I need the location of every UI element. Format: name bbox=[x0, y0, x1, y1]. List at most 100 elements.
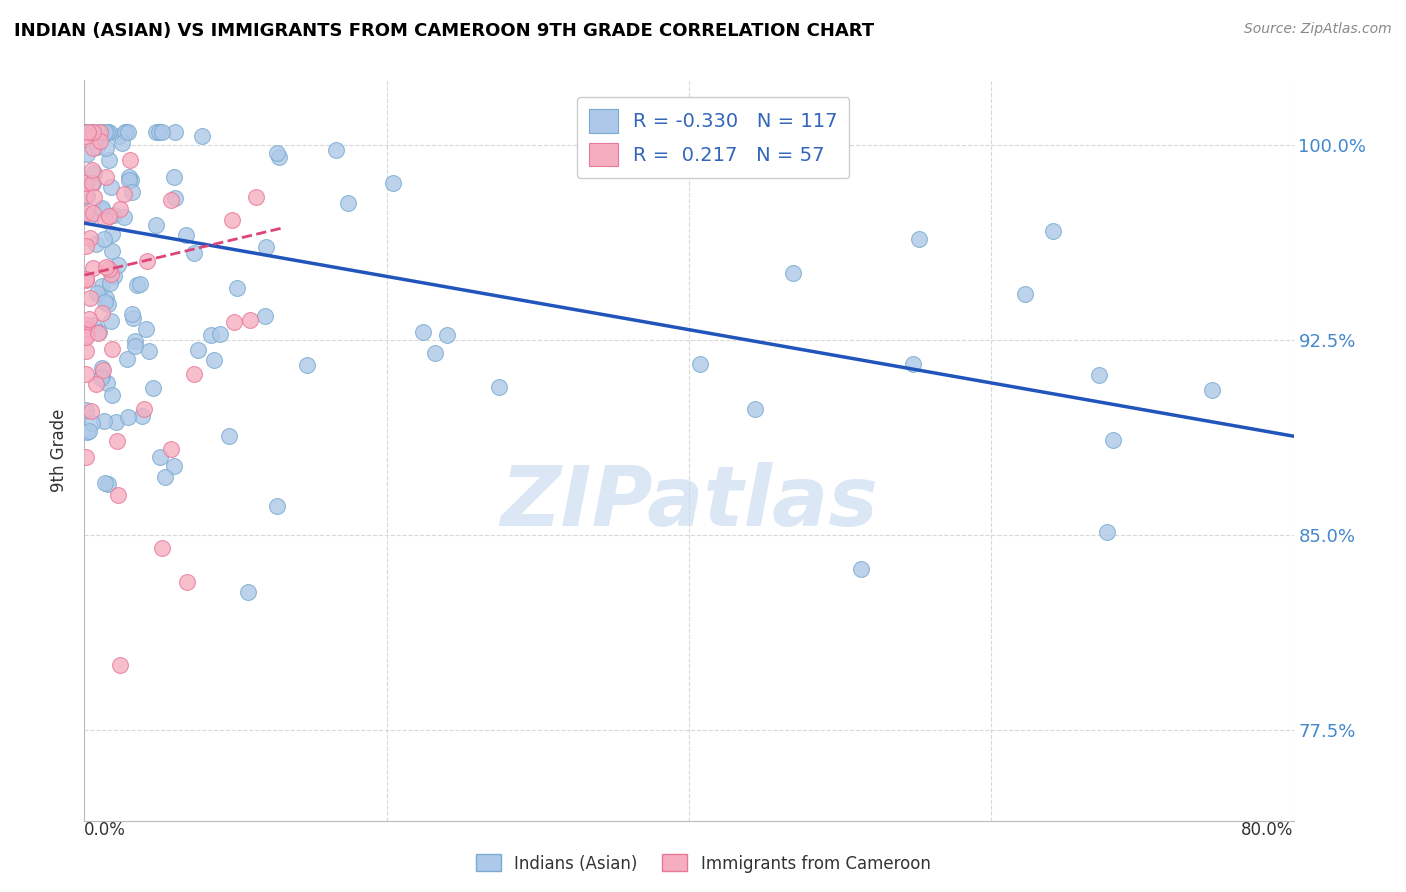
Point bbox=[107, 258, 129, 272]
Point bbox=[436, 327, 458, 342]
Point bbox=[96, 125, 118, 139]
Point bbox=[79, 424, 101, 438]
Point bbox=[82, 125, 104, 139]
Point bbox=[75, 450, 97, 465]
Point bbox=[91, 201, 114, 215]
Point bbox=[782, 266, 804, 280]
Point bbox=[86, 326, 108, 340]
Point bbox=[80, 416, 103, 430]
Point bbox=[75, 344, 97, 359]
Point bbox=[224, 316, 246, 330]
Point bbox=[218, 429, 240, 443]
Text: 0.0%: 0.0% bbox=[84, 821, 127, 838]
Point bbox=[75, 272, 97, 286]
Text: Source: ZipAtlas.com: Source: ZipAtlas.com bbox=[1244, 22, 1392, 37]
Point bbox=[117, 352, 139, 367]
Point bbox=[148, 125, 170, 139]
Legend: R = -0.330   N = 117, R =  0.217   N = 57: R = -0.330 N = 117, R = 0.217 N = 57 bbox=[576, 97, 849, 178]
Point bbox=[118, 170, 141, 185]
Point bbox=[295, 358, 318, 372]
Point bbox=[851, 562, 873, 576]
Point bbox=[100, 314, 122, 328]
Point bbox=[108, 129, 131, 144]
Point bbox=[97, 297, 120, 311]
Point bbox=[89, 125, 111, 139]
Point bbox=[93, 232, 115, 246]
Point bbox=[86, 140, 108, 154]
Point bbox=[128, 277, 150, 291]
Point bbox=[256, 240, 278, 254]
Point bbox=[112, 211, 135, 225]
Point bbox=[87, 325, 110, 339]
Point bbox=[121, 307, 143, 321]
Point bbox=[150, 541, 173, 555]
Point bbox=[79, 209, 101, 223]
Y-axis label: 9th Grade: 9th Grade bbox=[51, 409, 69, 492]
Point bbox=[76, 318, 98, 332]
Point bbox=[97, 477, 120, 491]
Point bbox=[1042, 224, 1064, 238]
Point bbox=[76, 189, 98, 203]
Point bbox=[75, 272, 97, 286]
Point bbox=[100, 179, 122, 194]
Point bbox=[266, 499, 288, 513]
Point bbox=[200, 328, 222, 343]
Point bbox=[1088, 368, 1111, 382]
Point bbox=[325, 143, 347, 157]
Point bbox=[76, 327, 98, 342]
Point bbox=[163, 125, 186, 139]
Point bbox=[103, 208, 125, 222]
Point bbox=[108, 202, 131, 217]
Point bbox=[94, 260, 117, 274]
Point bbox=[94, 476, 117, 491]
Point bbox=[221, 213, 243, 227]
Point bbox=[76, 425, 98, 439]
Point bbox=[82, 260, 104, 275]
Point bbox=[94, 170, 117, 185]
Point bbox=[163, 169, 186, 184]
Point bbox=[1201, 383, 1223, 397]
Point bbox=[94, 212, 117, 227]
Point bbox=[124, 334, 146, 349]
Point bbox=[79, 291, 101, 305]
Point bbox=[901, 357, 924, 371]
Point bbox=[122, 311, 145, 326]
Point bbox=[80, 176, 103, 190]
Point bbox=[202, 352, 225, 367]
Point bbox=[160, 194, 183, 208]
Point bbox=[117, 410, 139, 425]
Point bbox=[269, 149, 291, 163]
Point bbox=[110, 657, 132, 672]
Point bbox=[83, 166, 105, 180]
Point bbox=[412, 325, 434, 339]
Point bbox=[183, 367, 205, 381]
Point bbox=[90, 369, 112, 384]
Point bbox=[425, 346, 447, 360]
Point bbox=[75, 330, 97, 344]
Point bbox=[75, 321, 97, 335]
Point bbox=[145, 125, 167, 139]
Point bbox=[134, 401, 156, 416]
Point bbox=[86, 285, 108, 300]
Point bbox=[163, 459, 186, 474]
Point bbox=[75, 403, 97, 417]
Point bbox=[131, 409, 153, 423]
Point bbox=[114, 125, 136, 139]
Point bbox=[117, 125, 139, 139]
Point bbox=[112, 187, 135, 202]
Point bbox=[148, 450, 170, 465]
Point bbox=[689, 358, 711, 372]
Point bbox=[77, 312, 100, 326]
Point bbox=[79, 230, 101, 244]
Point bbox=[96, 376, 118, 391]
Text: 80.0%: 80.0% bbox=[1241, 821, 1294, 838]
Point bbox=[83, 318, 105, 332]
Point bbox=[105, 434, 128, 448]
Point bbox=[751, 148, 773, 162]
Point bbox=[82, 163, 104, 178]
Point bbox=[91, 202, 114, 217]
Point bbox=[97, 125, 120, 139]
Point bbox=[75, 188, 97, 202]
Point bbox=[187, 343, 209, 357]
Point bbox=[83, 189, 105, 203]
